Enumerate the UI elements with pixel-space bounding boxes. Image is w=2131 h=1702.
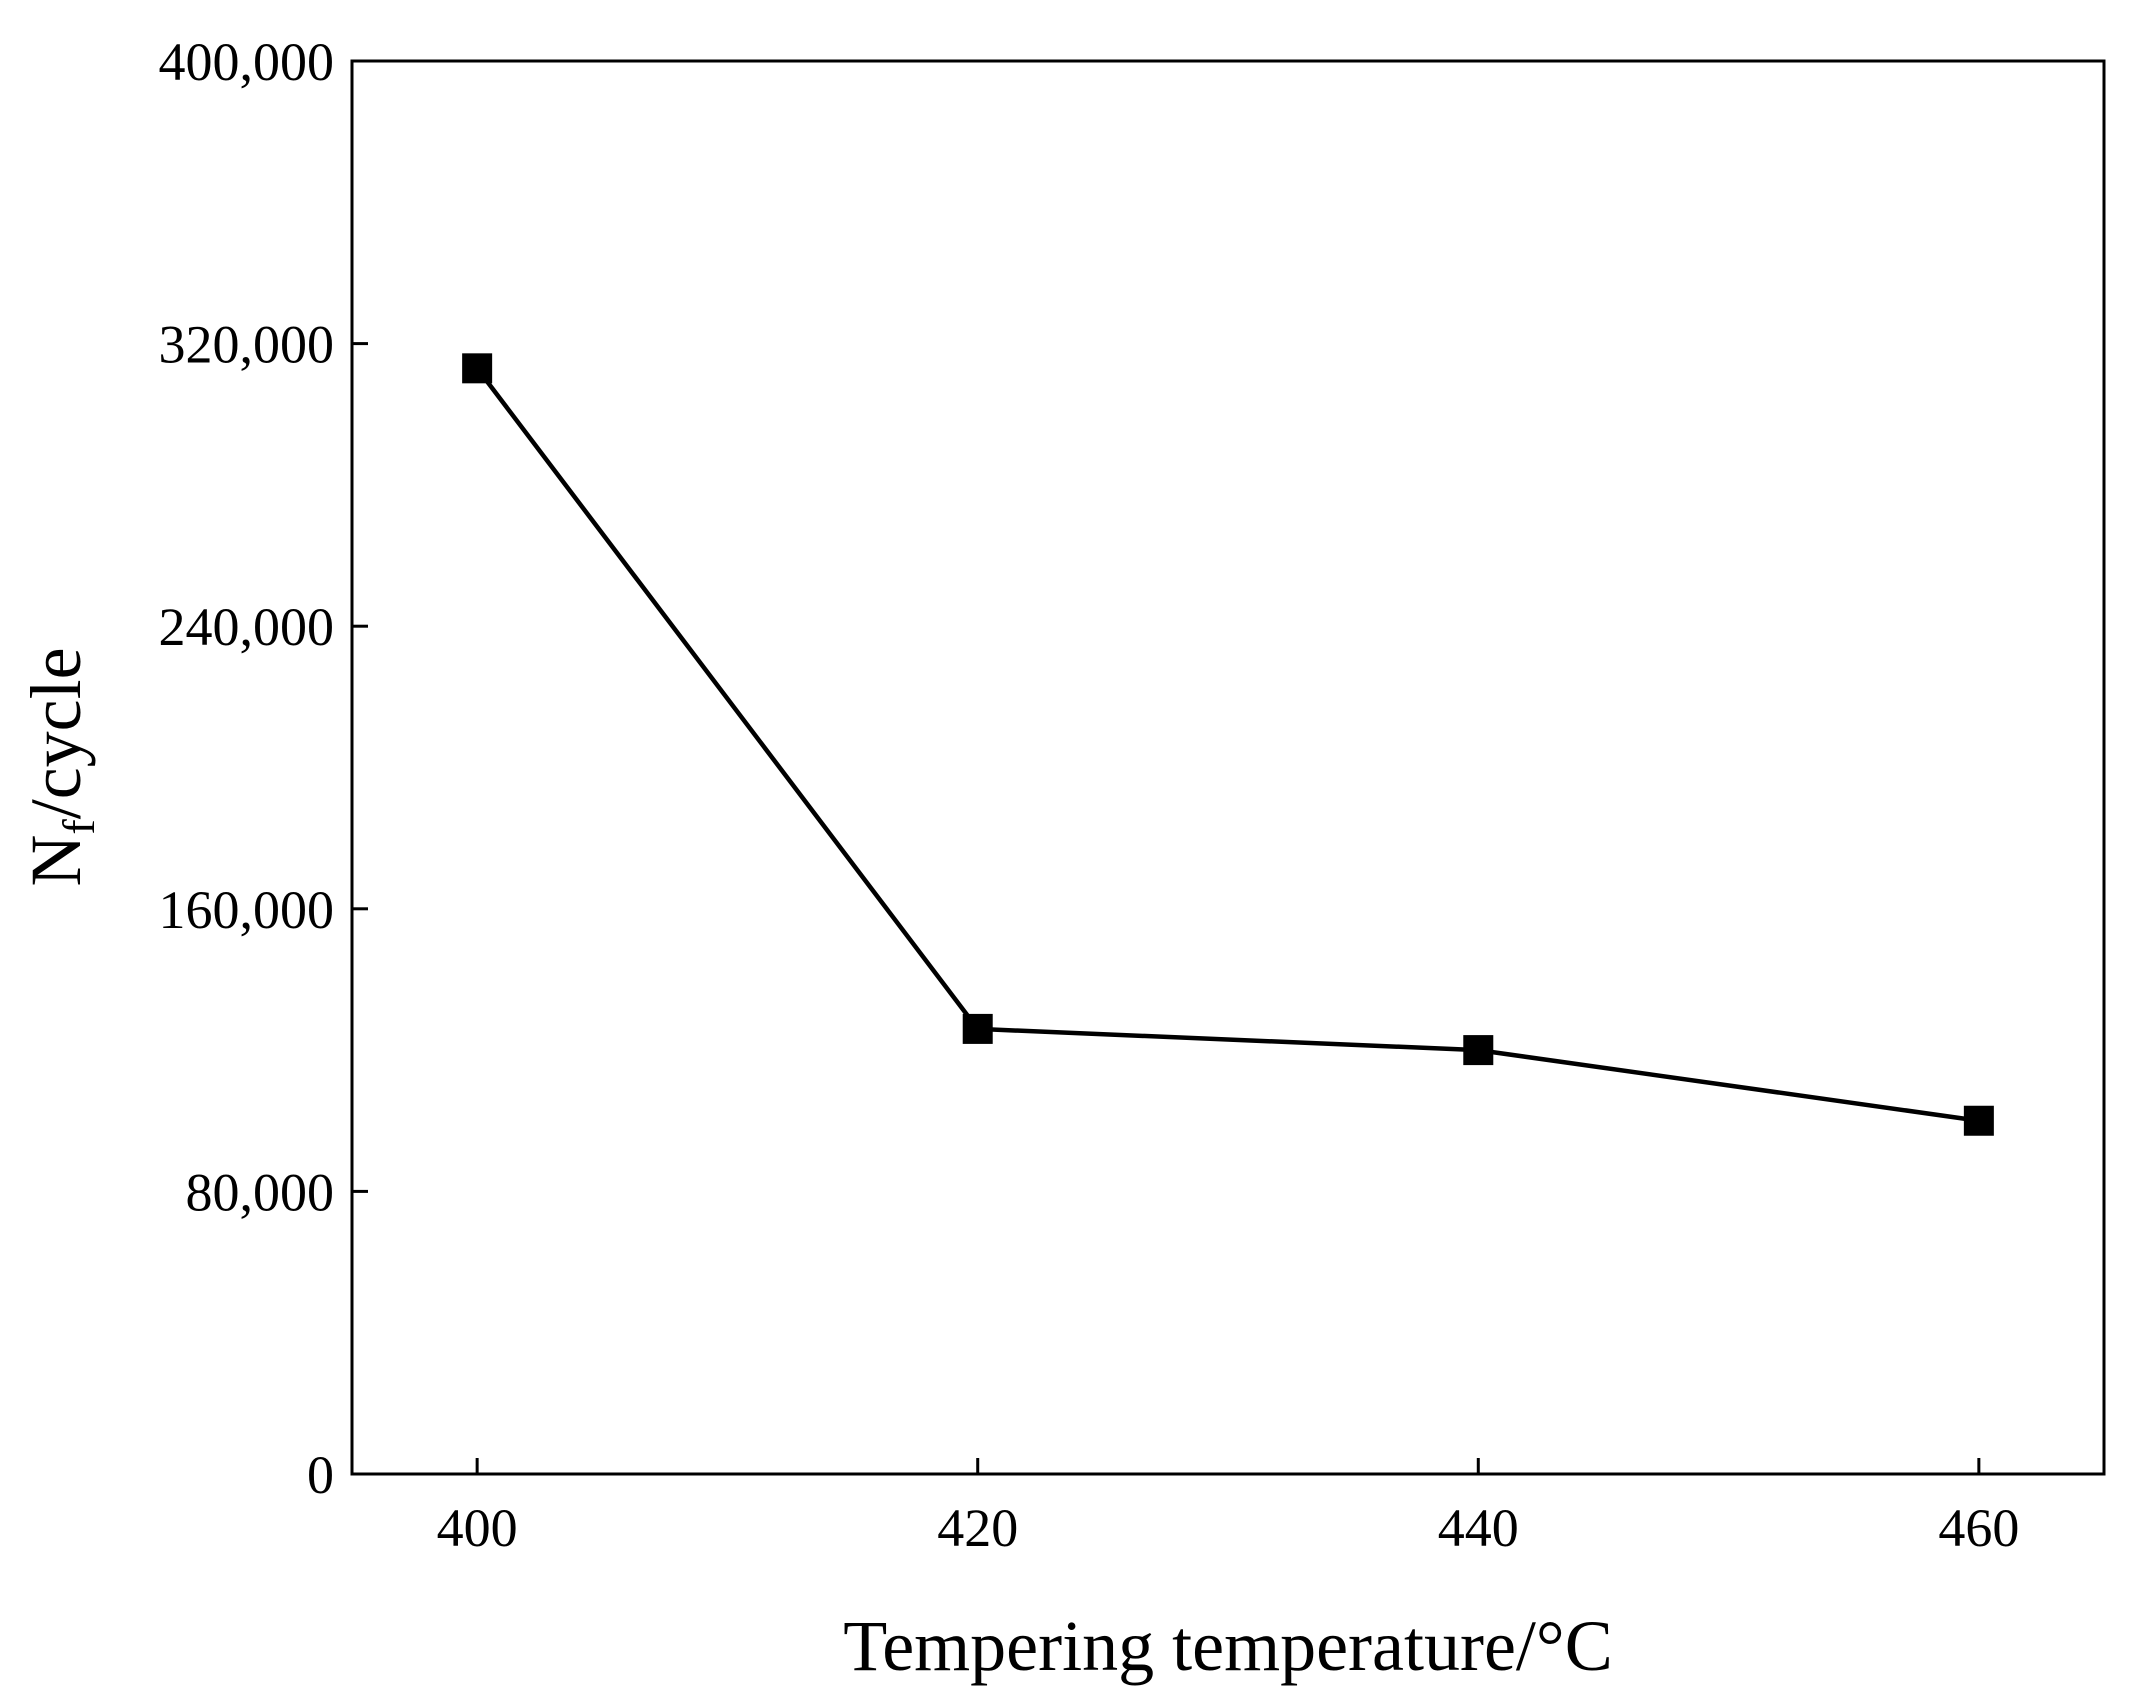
x-tick-label: 420 (937, 1498, 1018, 1558)
data-point-marker (962, 1013, 993, 1044)
x-axis-ticks: 400 420 440 460 (437, 1458, 2019, 1558)
y-tick-label: 0 (307, 1445, 334, 1505)
data-point-marker (1463, 1035, 1494, 1066)
y-axis-title: Nf/cycle (16, 647, 104, 886)
x-axis-title: Tempering temperature/°C (843, 1606, 1612, 1686)
series-layer (462, 353, 1994, 1136)
data-point-marker (462, 353, 493, 384)
data-point-marker (1963, 1105, 1994, 1136)
x-tick-label: 400 (437, 1498, 518, 1558)
y-axis-ticks: 0 80,000 160,000 240,000 320,000 400,000 (159, 32, 368, 1505)
y-axis-title-subscript: f (53, 819, 104, 835)
x-tick-label: 460 (1938, 1498, 2019, 1558)
plot-frame (350, 59, 2106, 1476)
x-tick-label: 440 (1438, 1498, 1519, 1558)
y-tick-label: 240,000 (159, 597, 335, 657)
y-tick-label: 400,000 (159, 32, 335, 92)
series-line (475, 366, 1980, 1123)
y-tick-label: 160,000 (159, 880, 335, 940)
y-axis-title-main: N (16, 835, 96, 887)
y-tick-label: 80,000 (186, 1162, 335, 1222)
y-tick-label: 320,000 (159, 315, 335, 375)
y-axis-title-suffix: /cycle (16, 647, 96, 819)
